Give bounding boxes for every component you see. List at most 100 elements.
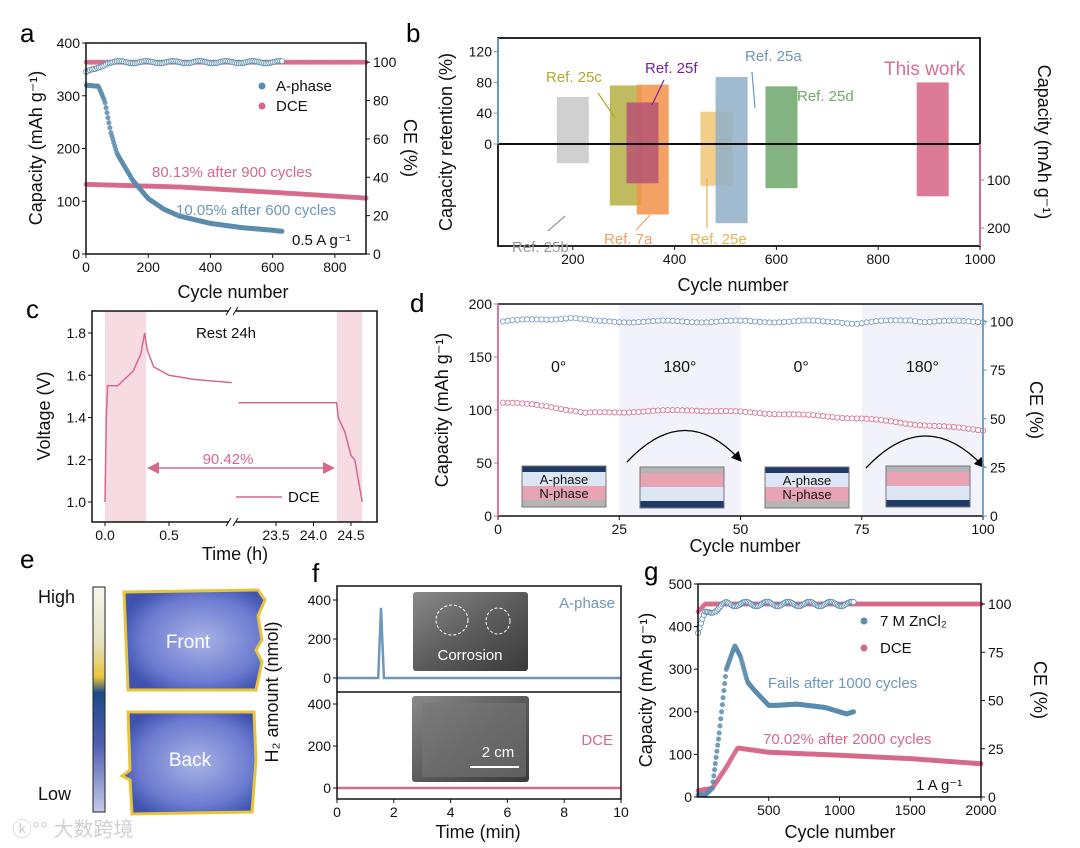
watermark-logo: ⓚ°° 大数跨境 (12, 818, 134, 841)
ce-point (538, 316, 545, 323)
f-label-aphase: A-phase (559, 595, 615, 612)
tick-label: 1000 (824, 802, 855, 818)
ce-point (912, 318, 919, 325)
ce-point (800, 317, 807, 324)
capacity-point (592, 409, 599, 416)
tick-label: 800 (867, 251, 891, 267)
tick-label: 400 (308, 592, 332, 608)
axis-break (229, 519, 236, 525)
c-legend-dce: DCE (288, 489, 320, 506)
capacity-point (640, 408, 647, 415)
f-inset-plate-dce (422, 703, 526, 777)
tick-label: 0 (82, 259, 90, 275)
d-ylabel: Capacity (mAh g⁻¹) (432, 333, 452, 488)
panel-g: Capacity (mAh g⁻¹) CE (%) Cycle number 7… (636, 613, 1050, 842)
capacity-point (878, 416, 885, 423)
tick-label: 40 (476, 105, 492, 121)
capacity-point (887, 418, 894, 425)
capacity-point-aphase (105, 115, 111, 121)
bar-ref-25a (715, 77, 748, 224)
tick-label: 500 (669, 576, 693, 592)
d-xlabel: Cycle number (689, 536, 800, 556)
inset-layer (765, 501, 849, 508)
panel-label-a: a (20, 18, 35, 48)
chart-a-marks: 0 200 400 600 800 0 100 200 300 400 0 20 40 60 80 100 (57, 35, 397, 275)
ce-point (509, 317, 516, 324)
capacity-point (655, 407, 662, 414)
tick-label: 120 (469, 44, 493, 60)
capacity-point (519, 400, 526, 407)
capacity-point-aphase (104, 110, 110, 116)
capacity-point (718, 408, 725, 415)
capacity-point (747, 409, 754, 416)
capacity-point (955, 424, 962, 431)
tick-label: 400 (669, 619, 693, 635)
ce-point-aphase (278, 58, 285, 65)
capacity-point (742, 408, 749, 415)
panel-label-f: f (312, 558, 320, 588)
capacity-point (567, 407, 574, 414)
capacity-point (635, 408, 642, 415)
tick-label: 6 (504, 804, 512, 820)
capacity-point (703, 408, 710, 415)
ce-point (621, 319, 628, 326)
inset-layer (522, 466, 606, 472)
ce-point (820, 318, 827, 325)
panel-b: Capacity retention (%) Capacity (mAh g⁻¹… (436, 53, 1054, 295)
bar-ref-25f (626, 102, 659, 184)
capacity-point (611, 409, 618, 416)
tick-label: 0 (323, 670, 331, 686)
capacity-point-aphase (279, 228, 285, 234)
capacity-point-zncl2 (716, 730, 722, 736)
inset-layer-label: A-phase (783, 473, 831, 488)
ce-point (824, 318, 831, 325)
chart-d-marks: 0° 180° 0° 180°A-phaseN-phaseA-phaseN-phase… (469, 296, 1014, 537)
ce-point (679, 318, 686, 325)
capacity-point (839, 414, 846, 421)
c-discharge-region (337, 311, 362, 522)
ce-point (611, 318, 618, 325)
voltage-curve-left (104, 332, 232, 503)
b-y2label: Capacity (mAh g⁻¹) (1034, 65, 1054, 220)
inset-layer (886, 472, 970, 486)
ce-point (655, 317, 662, 324)
capacity-point-zncl2 (719, 709, 725, 715)
g-y2label: CE (%) (1030, 661, 1050, 719)
d-y2label: CE (%) (1026, 381, 1046, 439)
tick-label: 0 (373, 246, 381, 262)
capacity-point (669, 407, 676, 414)
ce-point (713, 318, 720, 325)
f-scale-label: 2 cm (482, 744, 515, 761)
tick-label: 75 (990, 362, 1006, 378)
capacity-point-zncl2 (714, 748, 720, 754)
capacity-point-aphase (102, 100, 108, 106)
ce-point (514, 316, 521, 323)
e-back-label: Back (169, 750, 212, 771)
tick-label: 0 (684, 789, 692, 805)
capacity-point (853, 415, 860, 422)
tick-label: 600 (261, 259, 285, 275)
ce-point (582, 316, 589, 323)
tick-label: 100 (988, 596, 1012, 612)
tick-label: 300 (57, 88, 81, 104)
capacity-point (752, 409, 759, 416)
e-colorbar-low: Low (38, 784, 72, 804)
a-xlabel: Cycle number (177, 282, 288, 302)
ce-point (601, 317, 608, 324)
panel-label-d: d (410, 288, 424, 318)
capacity-point (975, 427, 982, 434)
tick-label: 20 (373, 208, 389, 224)
f-ylabel: H₂ amount (nmol) (262, 621, 282, 762)
ce-point (562, 315, 569, 322)
e-back-image (119, 710, 258, 816)
tick-label: 80 (373, 93, 389, 109)
d-region-label: 180° (663, 359, 696, 376)
panel-c: Voltage (V) Time (h) Rest 24h 90.42% DCE (34, 325, 320, 564)
tick-label: 0 (72, 246, 80, 262)
ce-point (684, 318, 691, 325)
bar-label: Ref. 25d (797, 88, 854, 105)
a-legend-marker-dce (258, 102, 266, 110)
capacity-point (921, 422, 928, 429)
d-region-label: 0° (793, 359, 808, 376)
